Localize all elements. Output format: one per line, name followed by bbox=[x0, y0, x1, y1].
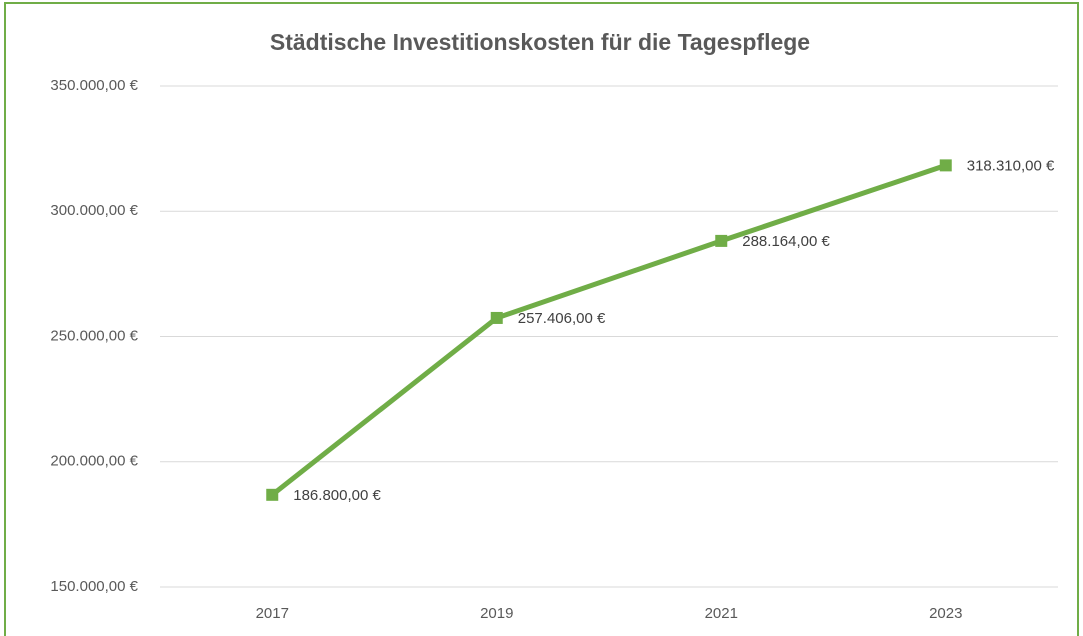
line bbox=[270, 163, 947, 497]
data-label: 186.800,00 € bbox=[293, 487, 381, 504]
x-tick-label: 2021 bbox=[705, 605, 738, 622]
data-label: 288.164,00 € bbox=[742, 233, 830, 250]
y-tick-label: 150.000,00 € bbox=[50, 578, 138, 595]
y-tick-label: 350.000,00 € bbox=[50, 77, 138, 94]
x-tick-label: 2017 bbox=[256, 605, 289, 622]
chart-border bbox=[4, 2, 1079, 636]
marker bbox=[939, 159, 952, 172]
y-tick-label: 250.000,00 € bbox=[50, 327, 138, 344]
x-tick-label: 2019 bbox=[480, 605, 513, 622]
marker bbox=[715, 234, 728, 247]
y-tick-label: 300.000,00 € bbox=[50, 202, 138, 219]
y-tick-label: 200.000,00 € bbox=[50, 453, 138, 470]
data-label: 318.310,00 € bbox=[967, 157, 1055, 174]
marker bbox=[266, 488, 279, 501]
chart-title: Städtische Investitionskosten für die Ta… bbox=[270, 29, 810, 55]
x-tick-label: 2023 bbox=[929, 605, 962, 622]
data-label: 257.406,00 € bbox=[518, 310, 606, 327]
marker bbox=[490, 311, 503, 324]
